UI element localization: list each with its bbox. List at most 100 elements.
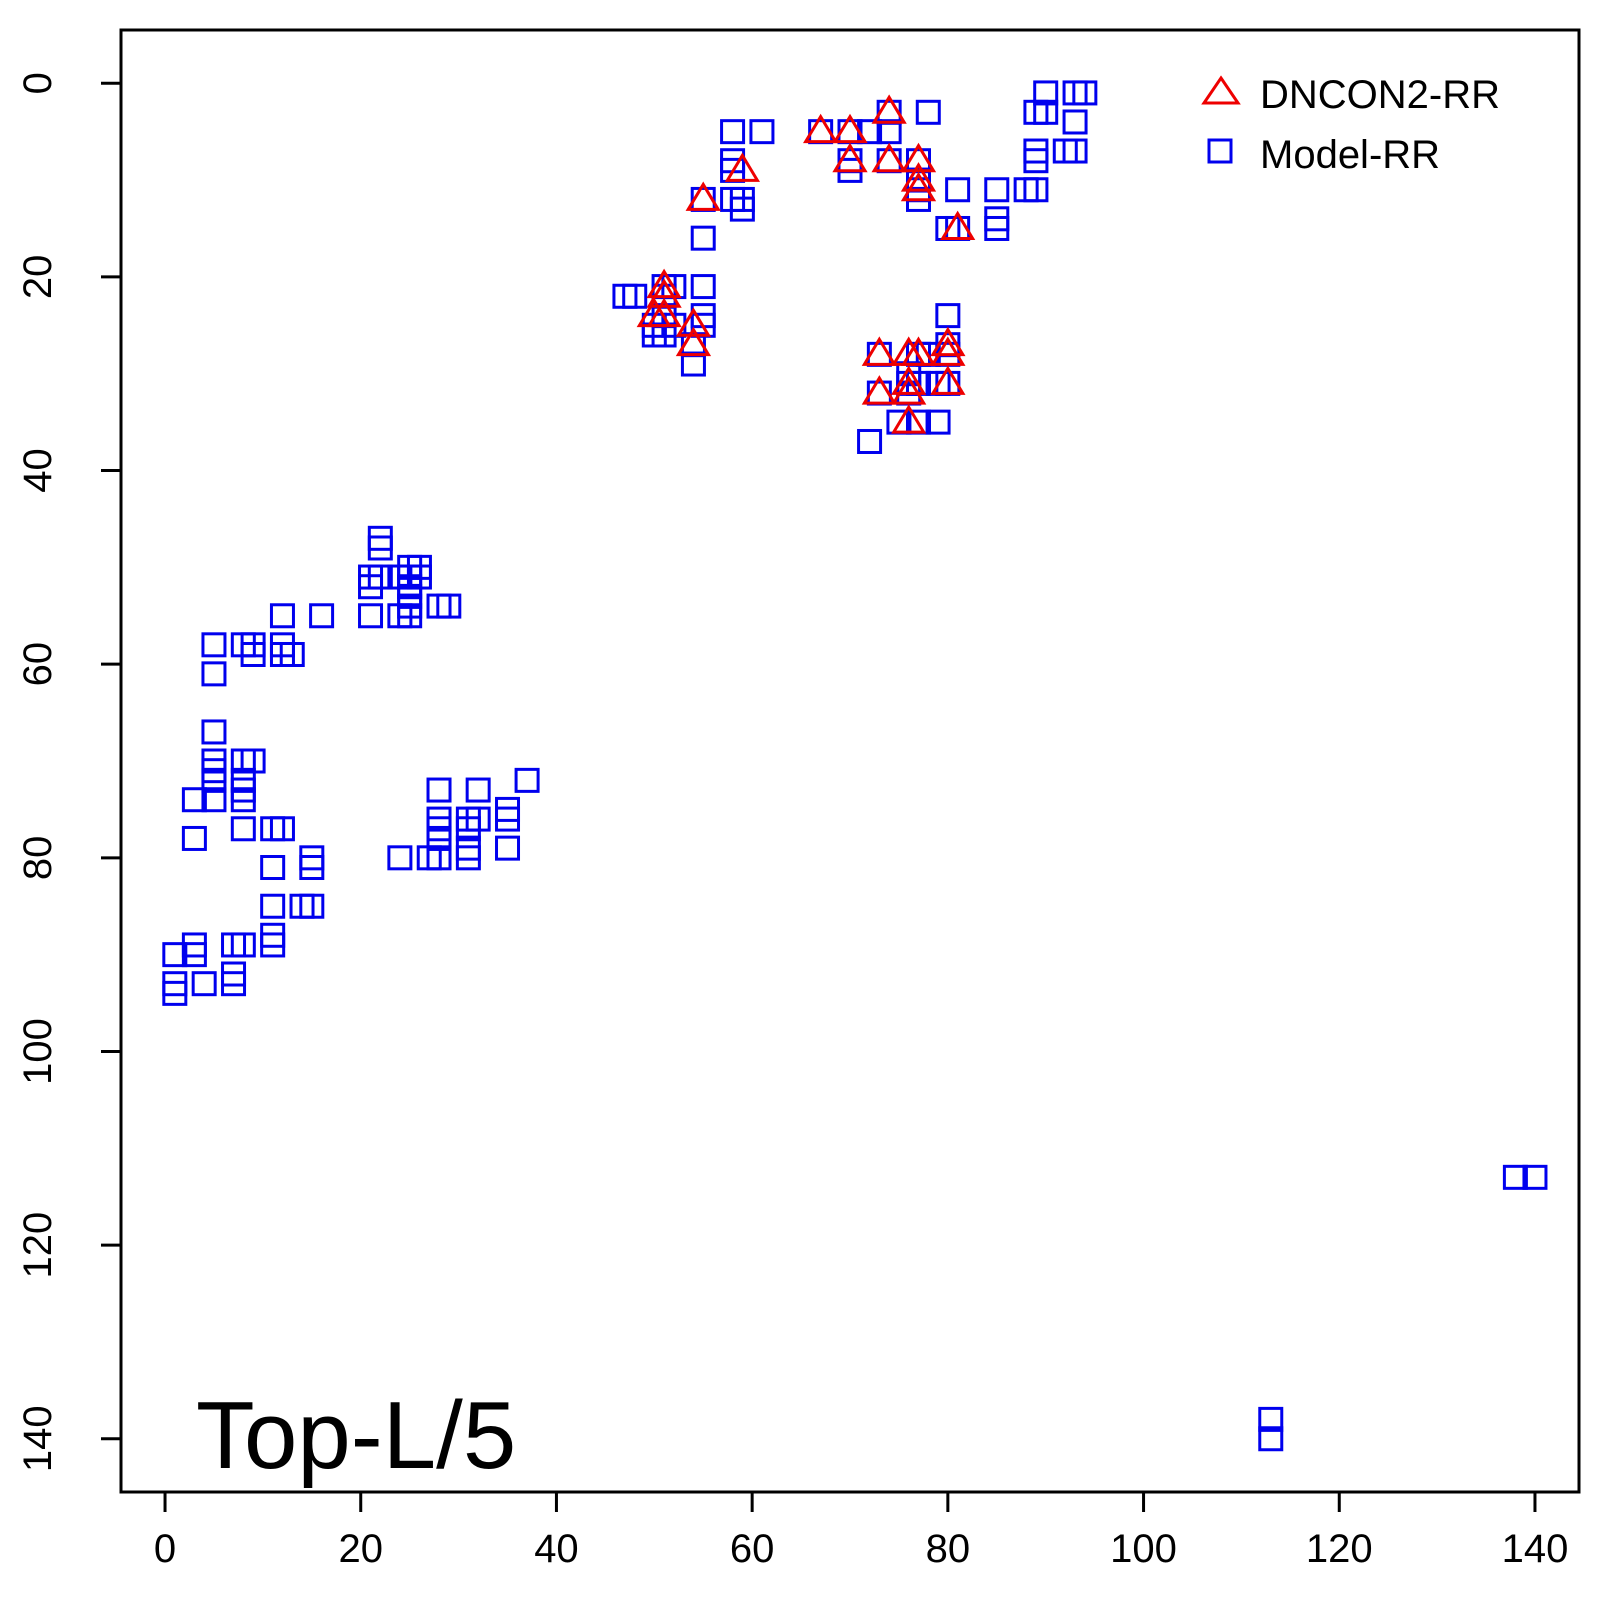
x-tick-label: 80	[926, 1527, 971, 1571]
model-rr-point	[201, 719, 227, 745]
model-rr-point	[690, 225, 716, 251]
model-rr-point	[1522, 1164, 1548, 1190]
model-rr-point	[230, 816, 256, 842]
dncon2-rr-point	[930, 336, 966, 366]
dncon2-rr-point	[871, 142, 907, 173]
model-rr-point	[455, 816, 481, 842]
model-rr-point	[514, 767, 540, 793]
model-rr-point	[201, 767, 227, 793]
x-tick-label: 140	[1502, 1527, 1569, 1571]
dncon2-rr-point	[802, 113, 839, 144]
model-rr-point	[201, 661, 227, 687]
dncon2-rr-point	[685, 181, 721, 211]
x-tick-label: 40	[534, 1527, 579, 1571]
model-rr-point	[622, 283, 648, 309]
model-rr-point	[876, 119, 902, 145]
model-rr-point	[729, 196, 755, 222]
legend-triangle-marker	[1201, 75, 1241, 105]
model-rr-point	[162, 980, 188, 1006]
dncon2-rr-point	[675, 307, 712, 337]
dncon2-rr-point	[891, 365, 927, 395]
model-rr-point	[240, 641, 266, 667]
model-rr-point	[984, 177, 1010, 203]
legend: DNCON2-RR Model-RR	[1201, 73, 1500, 177]
model-rr-point	[201, 632, 227, 658]
model-rr-point	[416, 845, 442, 871]
chart-annotation: Top-L/5	[196, 1382, 516, 1489]
model-rr-point	[1072, 80, 1098, 106]
dncon2-rr-point	[930, 365, 966, 395]
dncon2-rr-point	[861, 375, 898, 405]
model-rr-point	[1052, 138, 1078, 164]
dncon2-rr-point	[900, 142, 937, 173]
model-rr-point	[269, 816, 295, 842]
model-rr-point	[1062, 109, 1088, 135]
dncon2-rr-point	[900, 336, 937, 366]
dncon2-rr-point	[646, 297, 682, 328]
model-rr-series	[162, 80, 1548, 1452]
x-axis: 0 20 40 60 80 100 120 140	[154, 1490, 1569, 1571]
y-axis: 0 20 40 60 80 100 120 140	[16, 72, 123, 1472]
model-rr-point	[230, 932, 256, 958]
model-rr-point	[260, 893, 286, 919]
y-tick-label: 120	[16, 1212, 60, 1279]
model-rr-point	[495, 835, 521, 861]
model-rr-point	[269, 603, 295, 629]
dncon2-rr-point	[832, 113, 868, 144]
model-rr-point	[1033, 99, 1059, 125]
dncon2-rr-point	[861, 336, 898, 366]
y-tick-label: 0	[16, 72, 60, 94]
model-rr-point	[191, 971, 217, 997]
model-rr-point	[181, 787, 207, 813]
dncon2-rr-point	[891, 375, 927, 405]
dncon2-rr-series	[636, 94, 976, 434]
model-rr-point	[749, 119, 775, 145]
y-tick-label: 100	[16, 1018, 60, 1085]
y-tick-label: 140	[16, 1405, 60, 1472]
x-tick-label: 100	[1110, 1527, 1177, 1571]
y-tick-label: 80	[16, 836, 60, 881]
model-rr-point	[1033, 80, 1059, 106]
model-rr-point	[367, 564, 393, 590]
dncon2-rr-point	[646, 278, 682, 308]
model-rr-point	[260, 932, 286, 958]
model-rr-point	[1258, 1426, 1284, 1452]
y-tick-label: 40	[16, 448, 60, 493]
model-rr-point	[162, 942, 188, 968]
model-rr-point	[935, 303, 961, 329]
model-rr-point	[945, 177, 971, 203]
dncon2-rr-point	[891, 404, 927, 434]
dncon2-rr-point	[871, 94, 907, 124]
model-rr-point	[465, 777, 491, 803]
legend-label-dncon2-rr: DNCON2-RR	[1260, 73, 1500, 117]
model-rr-point	[1023, 177, 1049, 203]
x-tick-label: 120	[1306, 1527, 1373, 1571]
model-rr-point	[1502, 1164, 1528, 1190]
model-rr-point	[857, 428, 883, 454]
model-rr-point	[495, 806, 521, 832]
x-tick-label: 60	[730, 1527, 775, 1571]
model-rr-point	[358, 603, 384, 629]
x-tick-label: 20	[338, 1527, 383, 1571]
model-rr-point	[299, 855, 325, 881]
model-rr-point	[1023, 148, 1049, 174]
dncon2-rr-point	[930, 326, 966, 357]
model-rr-point	[455, 845, 481, 871]
dncon2-rr-point	[832, 142, 868, 173]
y-tick-label: 20	[16, 255, 60, 300]
dncon2-rr-point	[900, 171, 937, 202]
model-rr-point	[680, 351, 706, 377]
model-rr-point	[230, 787, 256, 813]
model-rr-point	[436, 593, 462, 619]
legend-square-marker	[1207, 138, 1233, 164]
dncon2-rr-point	[939, 210, 976, 240]
model-rr-point	[925, 409, 951, 435]
model-rr-point	[690, 274, 716, 300]
model-rr-point	[299, 893, 325, 919]
model-rr-point	[181, 942, 207, 968]
model-rr-point	[201, 787, 227, 813]
plot-frame	[119, 28, 1581, 1494]
dncon2-rr-point	[646, 268, 682, 299]
model-rr-point	[387, 845, 413, 871]
